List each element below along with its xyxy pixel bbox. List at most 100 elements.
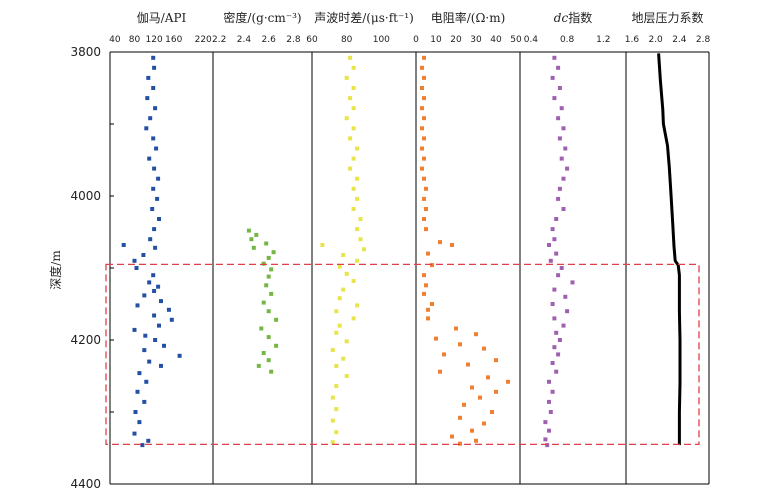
data-point <box>548 258 553 263</box>
data-point <box>137 420 142 425</box>
data-point <box>556 352 561 357</box>
data-point <box>554 369 559 374</box>
data-point <box>334 407 339 412</box>
data-point <box>422 75 426 80</box>
data-point <box>355 303 360 308</box>
data-point <box>266 358 271 363</box>
data-point <box>563 294 568 299</box>
depth-axis: 3800 4000 4200 4400 <box>70 45 114 491</box>
data-point <box>552 345 557 350</box>
data-point <box>271 250 276 255</box>
data-point <box>556 65 561 70</box>
data-point <box>547 379 551 384</box>
data-point <box>543 420 548 425</box>
data-point <box>556 196 561 201</box>
data-point <box>344 75 349 80</box>
data-point <box>420 106 424 111</box>
depth-tick-label: 4200 <box>70 333 101 347</box>
data-point <box>426 307 430 312</box>
depth-tick-label: 4000 <box>70 189 101 203</box>
track-3: 声波时差/(μs·ft⁻¹) 60 80 100 <box>306 11 414 445</box>
data-point <box>145 96 150 101</box>
data-point <box>552 237 557 242</box>
data-point <box>146 75 151 80</box>
data-point <box>557 136 562 141</box>
data-point <box>548 410 553 414</box>
data-point <box>264 283 269 288</box>
track-title: 伽马/API <box>137 10 187 25</box>
data-point <box>450 434 454 439</box>
x-tick-label: 1.6 <box>625 35 640 45</box>
data-point <box>420 86 424 90</box>
data-point <box>563 146 568 151</box>
x-tick-label: 220 <box>195 35 212 45</box>
data-point <box>420 146 424 151</box>
x-tick-label: 40 <box>490 35 502 45</box>
x-tick-label: 120 <box>146 35 163 45</box>
x-tick-label: 2.6 <box>262 35 277 45</box>
data-point <box>148 237 153 242</box>
data-point <box>151 136 156 141</box>
data-point <box>556 273 561 278</box>
data-point <box>259 326 264 331</box>
data-point <box>147 280 152 285</box>
data-point <box>355 196 360 201</box>
data-point <box>150 207 155 211</box>
data-point <box>266 274 271 279</box>
data-point <box>264 241 269 246</box>
data-point <box>424 186 428 191</box>
data-point <box>261 300 266 305</box>
data-point <box>330 348 335 353</box>
data-point <box>462 402 466 407</box>
x-tick-label: 30 <box>470 35 482 45</box>
track-frame <box>109 51 710 485</box>
data-point <box>490 410 494 414</box>
data-point <box>157 323 161 328</box>
data-point <box>351 207 356 211</box>
data-point <box>422 96 426 101</box>
data-point <box>482 421 486 426</box>
data-point <box>557 186 562 191</box>
data-point <box>153 106 158 111</box>
data-point <box>550 302 555 306</box>
data-point <box>454 326 458 331</box>
data-point <box>422 217 426 221</box>
data-point <box>559 156 564 161</box>
data-point <box>545 443 550 448</box>
data-point <box>344 116 349 121</box>
data-point <box>351 316 356 321</box>
track-4: 电阻率/(Ω·m) 0 10 20 30 40 50 <box>413 10 522 446</box>
data-point <box>144 126 149 131</box>
data-point <box>142 399 147 404</box>
x-tick-label: 100 <box>373 35 390 45</box>
anomaly-box-layer <box>105 263 700 446</box>
data-point <box>152 289 157 293</box>
data-point <box>426 316 430 321</box>
data-point <box>420 126 424 131</box>
data-point <box>422 291 426 296</box>
data-point <box>344 339 349 344</box>
data-point <box>351 279 356 283</box>
data-point <box>169 317 174 322</box>
data-point <box>358 237 363 242</box>
data-point <box>561 323 566 328</box>
x-tick-label: 160 <box>165 35 182 45</box>
x-tick-label: 0 <box>413 35 419 45</box>
data-point <box>135 303 140 308</box>
data-point <box>362 247 366 252</box>
x-tick-label: 50 <box>510 35 522 45</box>
data-point <box>348 136 353 141</box>
data-point <box>466 362 470 367</box>
data-point <box>422 273 426 278</box>
data-point <box>565 309 570 314</box>
data-point <box>556 116 561 121</box>
data-point <box>140 443 145 448</box>
data-point <box>552 287 557 292</box>
data-point <box>430 263 434 268</box>
data-point <box>151 86 156 90</box>
data-point <box>550 75 555 80</box>
data-point <box>422 196 426 201</box>
data-point <box>147 156 152 161</box>
track-title: 密度/(g·cm⁻³) <box>223 10 301 25</box>
data-point <box>246 228 251 233</box>
